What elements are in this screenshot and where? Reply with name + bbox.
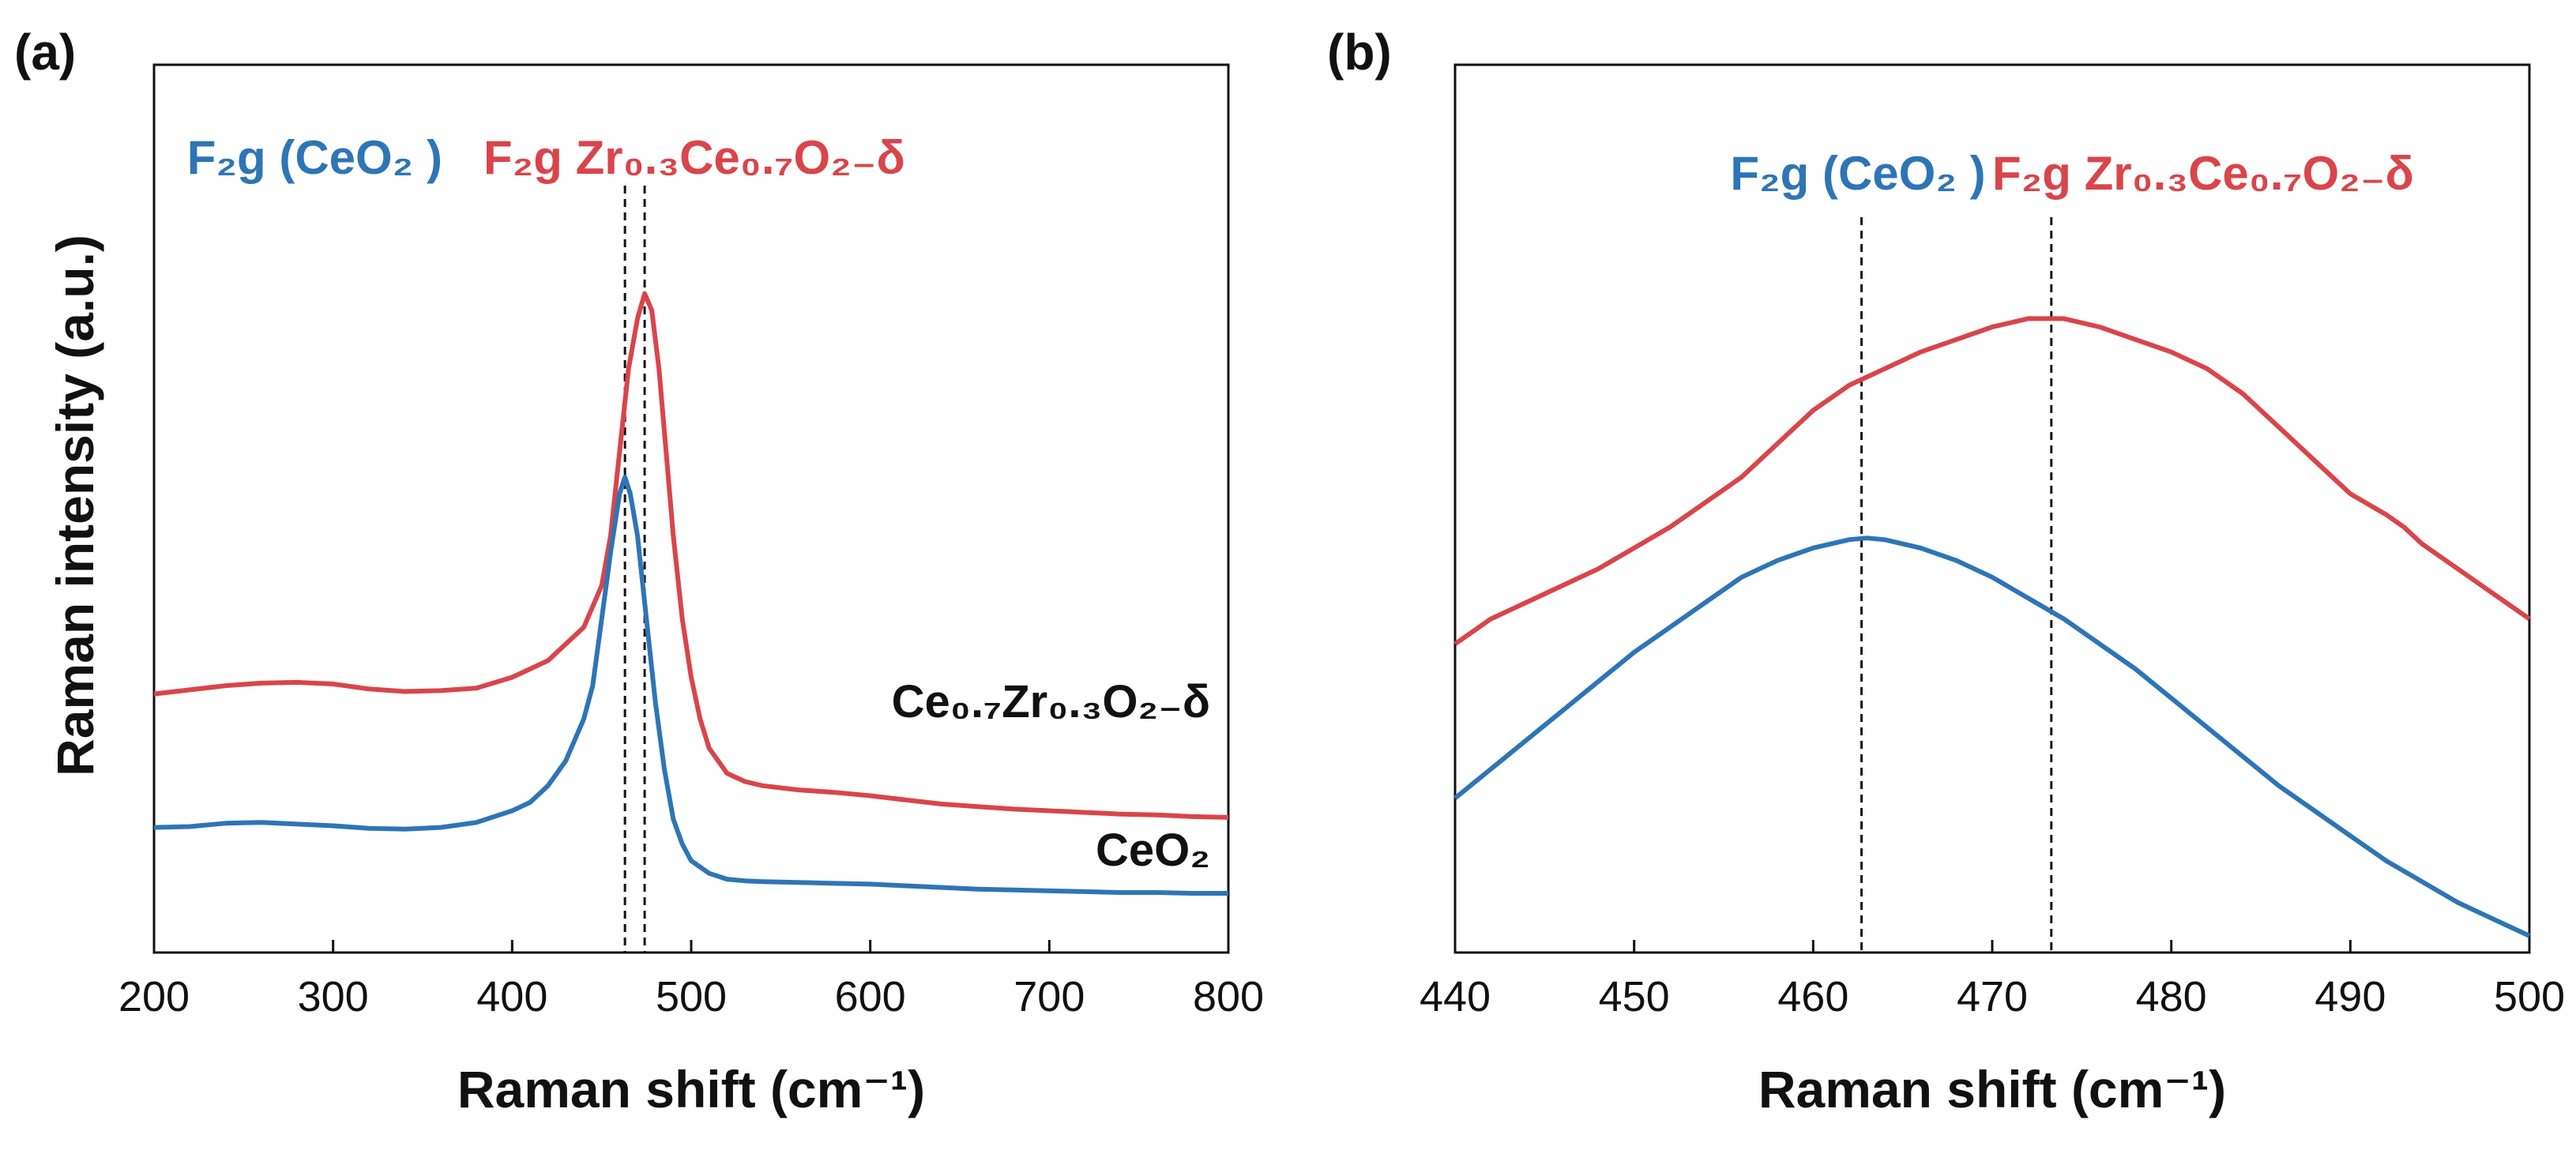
x-tick-label: 490 <box>2315 973 2386 1020</box>
panel-b-xlabel: Raman shift (cm⁻¹) <box>1758 1060 2226 1118</box>
x-tick-label: 450 <box>1599 973 1670 1020</box>
panel-a-ylabel: Raman intensity (a.u.) <box>46 235 104 776</box>
panel-a-series <box>153 291 1229 896</box>
x-tick-label: 480 <box>2136 973 2207 1020</box>
panel-b-label: (b) <box>1327 24 1392 81</box>
x-tick-label: 470 <box>1957 973 2028 1020</box>
panel-a-peak-markers <box>623 186 646 953</box>
series-label-zr: Ce₀.₇Zr₀.₃O₂₋δ <box>892 676 1210 727</box>
series-line-zr <box>153 291 1229 820</box>
series-label-ceo2: CeO₂ <box>1096 825 1210 876</box>
x-tick-label: 440 <box>1420 973 1491 1020</box>
x-tick-label: 300 <box>298 973 369 1020</box>
panel-a-frame <box>152 63 1230 954</box>
x-tick-label: 200 <box>118 973 190 1020</box>
x-tick-label: 500 <box>2494 973 2565 1020</box>
x-tick-label: 500 <box>656 973 727 1020</box>
panel-b-series <box>1453 316 2531 938</box>
x-tick-label: 460 <box>1777 973 1848 1020</box>
series-line-ceo2 <box>1453 536 2531 938</box>
series-line-ceo2 <box>153 475 1228 896</box>
panel-a-xlabel: Raman shift (cm⁻¹) <box>457 1060 925 1118</box>
panel-a-zr-peak-annotation: F₂g Zr₀.₃Ce₀.₇O₂₋δ <box>483 131 905 184</box>
panel-b-zr-peak-annotation: F₂g Zr₀.₃Ce₀.₇O₂₋δ <box>1992 147 2414 200</box>
series-line-zr <box>1453 316 2531 646</box>
x-tick-label: 800 <box>1193 973 1264 1020</box>
panel-b-x-ticks: 440 450 460 470 480 490 500 <box>1420 940 2565 1020</box>
panel-b: (b) 440 450 460 470 480 490 500 F₂g (CeO₂ ) F₂… <box>1327 24 2565 1118</box>
x-tick-label: 600 <box>835 973 906 1020</box>
panel-a-ceo2-peak-annotation: F₂g (CeO₂ ) <box>187 131 442 184</box>
panel-a: (a) Raman intensity (a.u.) 200 300 400 500 6… <box>14 24 1264 1118</box>
x-tick-label: 700 <box>1013 973 1085 1020</box>
panel-a-label: (a) <box>14 24 76 81</box>
panel-b-peak-markers <box>1860 217 2053 953</box>
panel-a-x-ticks: 200 300 400 500 600 700 800 <box>118 940 1264 1020</box>
x-tick-label: 400 <box>476 973 547 1020</box>
panel-b-ceo2-peak-annotation: F₂g (CeO₂ ) <box>1730 147 1985 200</box>
